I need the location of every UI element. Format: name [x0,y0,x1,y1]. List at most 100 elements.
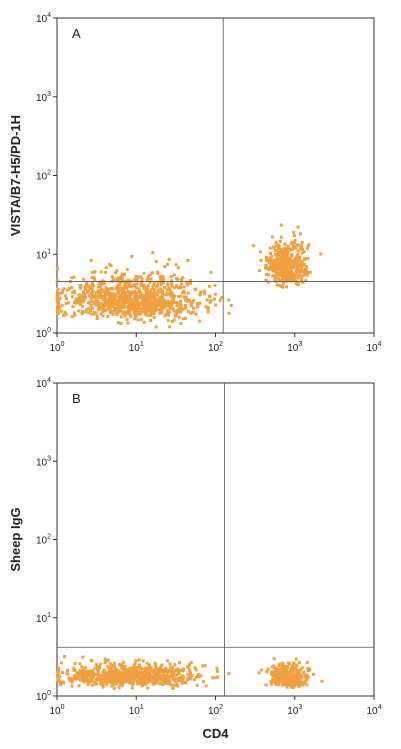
data-point [289,275,293,279]
data-point [208,300,212,304]
data-point [192,678,196,682]
data-point [147,309,151,312]
data-point [81,678,85,682]
data-point [73,313,77,317]
data-point [293,684,297,688]
data-point [117,321,120,325]
data-point [93,680,97,684]
data-point [67,676,71,680]
data-point [274,673,278,677]
data-point [147,663,151,667]
data-point [127,670,131,674]
data-point [148,290,152,294]
data-point [169,306,173,310]
data-point [265,273,269,276]
data-point [114,292,118,296]
data-point [192,299,195,303]
data-point [268,246,272,250]
data-point [101,314,105,318]
data-point [102,675,106,679]
data-point [116,286,120,290]
data-point [82,277,86,281]
y-tick-label: 102 [36,534,51,547]
data-point [151,670,155,674]
data-point [171,677,175,681]
data-point [60,304,64,308]
data-point [165,288,169,292]
data-point [154,325,158,329]
data-point [288,674,292,678]
data-point [142,307,146,310]
data-point [270,254,274,258]
data-point [148,672,151,676]
data-point [137,305,141,309]
data-point [201,680,205,684]
data-point [145,287,149,290]
data-point [163,314,167,318]
data-point [115,299,119,303]
data-point [188,671,192,674]
data-point [167,302,171,306]
data-point [119,294,123,298]
data-point [135,291,139,295]
data-point [183,316,187,320]
data-point [277,277,281,281]
data-point [119,275,123,279]
data-point [88,300,92,304]
data-point [118,683,122,687]
data-point [57,297,61,301]
data-point [299,675,303,679]
data-point [81,293,85,297]
data-point [123,272,126,276]
data-point [146,686,150,690]
data-point [160,308,164,312]
data-point [295,260,299,264]
data-point [112,665,116,669]
data-point [115,668,118,672]
data-point [277,258,281,262]
data-point [144,292,148,295]
data-point [145,309,149,313]
data-point [98,307,102,311]
data-point [142,679,146,683]
data-point [146,306,150,310]
data-point [132,307,136,311]
data-point [265,256,268,260]
data-point [277,668,281,672]
data-point [274,276,278,280]
data-point [111,303,115,307]
data-point [194,675,198,679]
data-point [100,302,104,306]
data-point [285,674,289,678]
data-point [298,255,302,259]
data-point [273,261,277,265]
data-point [82,670,86,674]
data-point [157,300,161,304]
data-point [167,286,171,290]
data-point [170,284,174,288]
data-point [297,685,301,689]
data-point [131,676,135,680]
data-point [56,299,60,303]
data-point [141,673,144,677]
data-point [181,276,185,280]
data-point [71,305,75,309]
data-point [156,280,160,284]
data-point [94,299,98,303]
data-point [162,297,166,301]
data-point [171,294,175,298]
data-point [130,680,134,684]
data-point [150,271,154,275]
data-point [150,677,154,681]
data-point [286,262,290,266]
data-point [140,667,144,670]
data-point [137,287,141,291]
scatter-points-b [56,655,324,690]
data-point [182,295,186,299]
data-point [86,683,90,687]
data-point [135,300,139,304]
data-point [179,305,183,309]
data-point [182,317,185,321]
data-point [180,681,184,685]
data-point [112,294,115,298]
